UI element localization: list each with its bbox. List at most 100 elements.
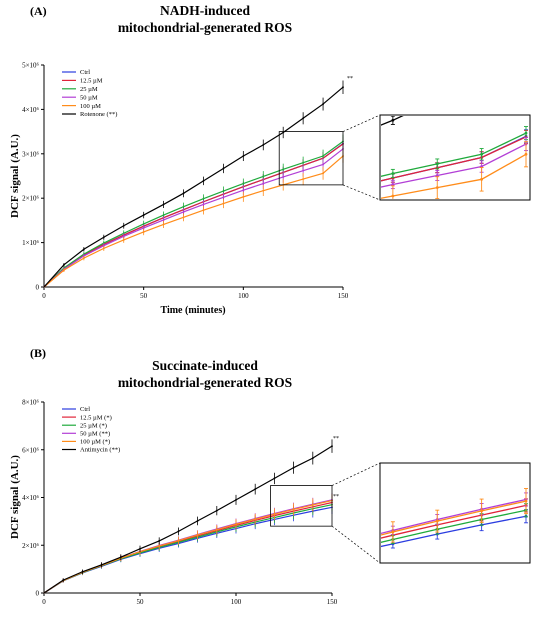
legend-label: 50 µM	[80, 94, 98, 101]
data-point	[292, 508, 295, 511]
chart-title-line: NADH-induced	[160, 3, 251, 18]
x-tick-label: 0	[42, 598, 46, 606]
data-point	[102, 236, 105, 239]
data-point	[202, 203, 205, 206]
legend-label: Rotenone (**)	[80, 111, 117, 118]
zoom-box	[270, 485, 333, 527]
y-tick-label: 0	[36, 284, 40, 292]
series-line	[43, 445, 333, 594]
y-axis-label: DCF signal (A.U.)	[9, 134, 21, 218]
legend-label: Ctrl	[80, 406, 90, 413]
data-point	[273, 513, 276, 516]
legend-label: 100 µM	[80, 103, 101, 110]
data-point	[196, 519, 199, 522]
inset-connector	[331, 462, 381, 486]
series-line	[43, 143, 344, 288]
y-tick-label: 2×10⁶	[22, 195, 39, 203]
x-tick-label: 0	[42, 292, 46, 300]
data-point	[273, 477, 276, 480]
data-point	[119, 556, 122, 559]
y-tick-label: 6×10⁶	[22, 446, 39, 454]
chart-title-line: mitochondrial-generated ROS	[118, 375, 292, 390]
inset-data-point	[480, 509, 484, 513]
data-point	[322, 163, 324, 166]
data-point	[235, 523, 237, 526]
inset-data-point	[436, 425, 439, 428]
data-point	[222, 196, 225, 199]
data-point	[142, 227, 145, 229]
data-point	[215, 528, 218, 531]
data-point	[100, 563, 103, 566]
inset-connector	[331, 525, 381, 564]
data-point	[102, 242, 105, 244]
data-point	[322, 103, 324, 105]
data-point	[81, 570, 84, 573]
inset-data-point	[435, 162, 439, 166]
data-point	[202, 197, 205, 200]
data-point	[182, 192, 185, 195]
data-point	[162, 214, 165, 216]
chart-panel-b: (B) Succinate-induced mitochondrial-genera…	[9, 346, 531, 606]
data-point	[82, 248, 85, 251]
y-tick-label: 8×10⁶	[22, 399, 39, 407]
significance-marker: **	[333, 436, 339, 442]
inset-data-point	[435, 174, 439, 177]
y-tick-label: 5×10⁶	[22, 62, 39, 70]
legend-label: 25 µM (*)	[80, 422, 107, 429]
data-point	[222, 202, 225, 205]
inset-data-point	[480, 177, 484, 181]
chart-title-line: Succinate-induced	[152, 358, 258, 373]
legend-label: 12.5 µM (*)	[80, 414, 112, 421]
data-point	[262, 144, 265, 146]
series-line	[43, 155, 344, 288]
data-point	[262, 189, 265, 192]
data-point	[82, 255, 85, 257]
data-point	[142, 214, 145, 216]
inset-data-point	[480, 78, 483, 81]
data-point	[282, 131, 285, 134]
data-point	[122, 224, 125, 227]
inset-series-line	[349, 378, 527, 475]
data-point	[292, 466, 295, 469]
inset-data-point	[524, 131, 528, 135]
data-point	[158, 540, 161, 542]
data-point	[122, 239, 125, 241]
data-point	[215, 509, 218, 512]
x-tick-label: 100	[238, 292, 249, 300]
series-line	[43, 504, 333, 594]
panel-label: (B)	[30, 346, 46, 360]
data-point	[202, 179, 205, 182]
legend-label: 12.5 µM	[80, 78, 103, 85]
y-tick-label: 2×10⁶	[22, 542, 39, 550]
inset-data-point	[525, 53, 528, 56]
significance-marker: **	[333, 494, 339, 500]
data-point	[322, 172, 324, 175]
data-point	[302, 161, 305, 164]
inset-data-point	[391, 118, 395, 122]
data-point	[282, 175, 285, 178]
inset-data-point	[391, 449, 394, 452]
data-point	[82, 257, 85, 260]
data-point	[177, 539, 180, 542]
data-point	[182, 211, 185, 213]
data-point	[331, 445, 333, 448]
y-axis-label: DCF signal (A.U.)	[9, 455, 21, 539]
series-line	[43, 143, 344, 288]
data-point	[235, 498, 237, 501]
x-tick-label: 50	[140, 292, 148, 300]
series-line	[43, 148, 344, 288]
x-tick-label: 50	[137, 598, 145, 606]
data-point	[162, 203, 165, 206]
data-point	[311, 457, 314, 460]
data-point	[162, 219, 165, 221]
series-line	[43, 506, 333, 594]
data-point	[302, 169, 305, 172]
data-point	[202, 209, 205, 212]
data-point	[242, 182, 245, 185]
data-point	[262, 175, 265, 178]
x-tick-label: 150	[338, 292, 349, 300]
legend-label: 25 µM	[80, 86, 98, 93]
data-point	[177, 530, 180, 533]
y-tick-label: 3×10⁶	[22, 150, 39, 158]
